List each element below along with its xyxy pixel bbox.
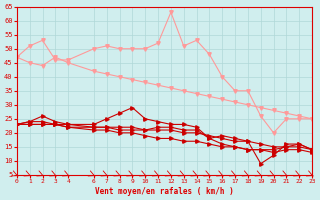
X-axis label: Vent moyen/en rafales ( km/h ): Vent moyen/en rafales ( km/h ) [95,187,234,196]
